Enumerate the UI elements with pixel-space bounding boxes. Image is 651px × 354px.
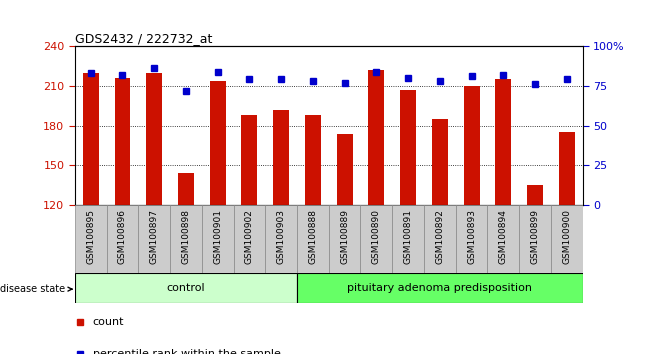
- Bar: [242, 115, 257, 205]
- Bar: [456, 205, 488, 273]
- Text: control: control: [167, 282, 205, 293]
- Bar: [273, 110, 289, 205]
- Bar: [527, 185, 543, 205]
- Bar: [559, 132, 575, 205]
- Text: GSM100891: GSM100891: [404, 209, 413, 264]
- Bar: [139, 205, 170, 273]
- Bar: [202, 205, 234, 273]
- Bar: [75, 205, 107, 273]
- Text: GSM100889: GSM100889: [340, 209, 349, 264]
- Bar: [464, 86, 480, 205]
- Text: GSM100897: GSM100897: [150, 209, 159, 264]
- Bar: [297, 273, 583, 303]
- Text: GSM100899: GSM100899: [531, 209, 540, 264]
- Bar: [83, 73, 99, 205]
- Text: GDS2432 / 222732_at: GDS2432 / 222732_at: [75, 32, 212, 45]
- Text: GSM100895: GSM100895: [86, 209, 95, 264]
- Text: GSM100898: GSM100898: [182, 209, 191, 264]
- Bar: [234, 205, 266, 273]
- Text: GSM100896: GSM100896: [118, 209, 127, 264]
- Bar: [329, 205, 361, 273]
- Bar: [495, 79, 511, 205]
- Bar: [75, 273, 297, 303]
- Bar: [107, 205, 138, 273]
- Bar: [361, 205, 392, 273]
- Text: pituitary adenoma predisposition: pituitary adenoma predisposition: [348, 282, 533, 293]
- Bar: [424, 205, 456, 273]
- Text: GSM100901: GSM100901: [213, 209, 222, 264]
- Bar: [392, 205, 424, 273]
- Text: disease state: disease state: [0, 284, 72, 294]
- Bar: [146, 73, 162, 205]
- Text: GSM100902: GSM100902: [245, 209, 254, 264]
- Bar: [170, 205, 202, 273]
- Text: GSM100888: GSM100888: [309, 209, 318, 264]
- Bar: [210, 80, 226, 205]
- Bar: [115, 78, 130, 205]
- Text: count: count: [92, 317, 124, 327]
- Bar: [488, 205, 519, 273]
- Bar: [297, 205, 329, 273]
- Bar: [432, 119, 448, 205]
- Bar: [551, 205, 583, 273]
- Text: GSM100900: GSM100900: [562, 209, 572, 264]
- Bar: [178, 173, 194, 205]
- Text: GSM100890: GSM100890: [372, 209, 381, 264]
- Bar: [266, 205, 297, 273]
- Text: GSM100903: GSM100903: [277, 209, 286, 264]
- Bar: [400, 90, 416, 205]
- Text: GSM100894: GSM100894: [499, 209, 508, 264]
- Text: GSM100892: GSM100892: [436, 209, 445, 264]
- Bar: [519, 205, 551, 273]
- Bar: [368, 70, 384, 205]
- Bar: [305, 115, 321, 205]
- Text: GSM100893: GSM100893: [467, 209, 476, 264]
- Bar: [337, 133, 353, 205]
- Text: percentile rank within the sample: percentile rank within the sample: [92, 349, 281, 354]
